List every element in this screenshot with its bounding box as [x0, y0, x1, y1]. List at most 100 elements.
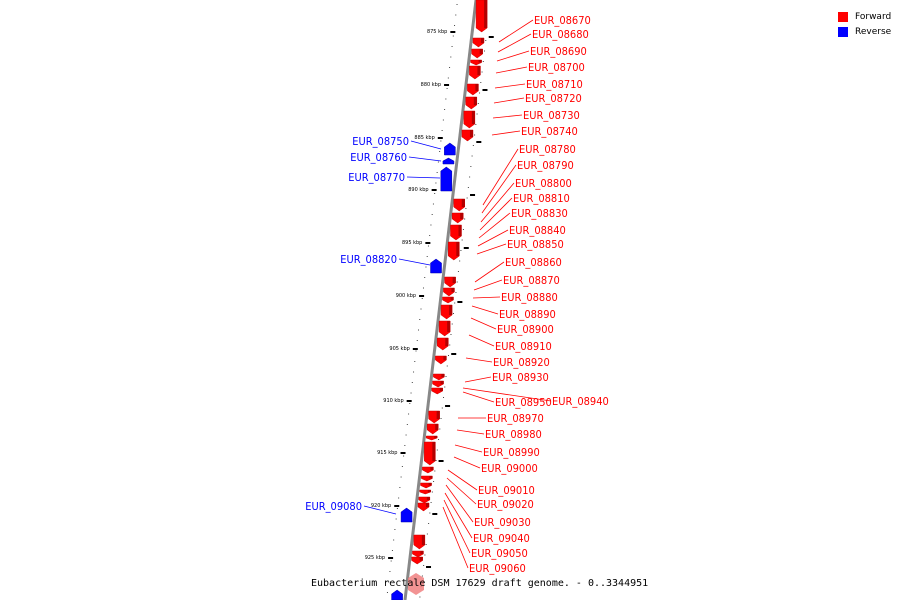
minor-tick — [433, 481, 435, 482]
tick-label: 890 kbp — [408, 187, 428, 193]
forward-gene-label[interactable]: EUR_08810 — [513, 192, 570, 205]
minor-tick — [441, 407, 443, 409]
forward-gene-leader — [478, 212, 511, 239]
minor-tick — [443, 397, 445, 398]
reverse-gene-block[interactable] — [440, 166, 453, 192]
reverse-gene-leader — [398, 258, 431, 266]
forward-gene-label[interactable]: EUR_08950 — [495, 396, 552, 409]
reverse-gene-block[interactable] — [442, 157, 455, 165]
minor-tick — [430, 224, 432, 226]
minor-tick — [462, 229, 464, 230]
tick-mark — [432, 513, 438, 515]
minor-tick — [460, 250, 462, 251]
tick-mark — [488, 36, 494, 38]
forward-gene-label[interactable]: EUR_09010 — [478, 484, 535, 497]
minor-tick — [439, 428, 441, 430]
minor-tick — [465, 208, 467, 209]
reverse-gene-block[interactable] — [430, 258, 442, 274]
minor-tick — [420, 308, 422, 310]
forward-gene-label[interactable]: EUR_08690 — [530, 45, 587, 58]
forward-gene-leader — [476, 243, 507, 255]
forward-gene-label[interactable]: EUR_08680 — [532, 28, 589, 41]
tick-label: 895 kbp — [402, 240, 422, 246]
minor-tick — [390, 560, 392, 562]
minor-tick — [474, 134, 476, 136]
forward-gene-label[interactable]: EUR_08860 — [505, 256, 562, 269]
forward-gene-label[interactable]: EUR_08700 — [528, 61, 585, 74]
forward-gene-label[interactable]: EUR_08980 — [485, 428, 542, 441]
minor-tick — [445, 98, 447, 100]
gene-shade — [475, 84, 479, 91]
minor-tick — [436, 172, 438, 173]
minor-tick — [428, 523, 430, 524]
forward-gene-label[interactable]: EUR_08790 — [517, 159, 574, 172]
forward-gene-leader — [492, 114, 523, 119]
minor-tick — [406, 424, 408, 425]
tick-mark — [426, 566, 432, 568]
gene-shade — [432, 442, 436, 461]
reverse-gene-label[interactable]: EUR_08770 — [348, 171, 405, 184]
forward-gene-label[interactable]: EUR_08940 — [552, 395, 609, 408]
forward-gene-label[interactable]: EUR_09060 — [469, 562, 526, 575]
forward-gene-leader — [462, 391, 495, 403]
minor-tick — [434, 193, 436, 194]
gene-shade — [479, 49, 483, 54]
forward-gene-label[interactable]: EUR_09050 — [471, 547, 528, 560]
forward-gene-label[interactable]: EUR_08670 — [534, 14, 591, 27]
forward-gene-label[interactable]: EUR_08930 — [492, 371, 549, 384]
forward-gene-label[interactable]: EUR_09000 — [481, 462, 538, 475]
gene-shade — [436, 411, 440, 419]
minor-tick — [485, 40, 487, 41]
legend-item-forward: Forward — [838, 9, 891, 24]
minor-tick — [389, 571, 391, 572]
minor-tick — [444, 386, 446, 388]
gene-shade — [452, 277, 456, 283]
minor-tick — [424, 554, 426, 556]
forward-gene-label[interactable]: EUR_08830 — [511, 207, 568, 220]
forward-gene-label[interactable]: EUR_08730 — [523, 109, 580, 122]
minor-tick — [470, 166, 472, 167]
reverse-gene-label[interactable]: EUR_08820 — [340, 253, 397, 266]
minor-tick — [398, 497, 400, 499]
forward-gene-label[interactable]: EUR_09040 — [473, 532, 530, 545]
forward-gene-label[interactable]: EUR_08880 — [501, 291, 558, 304]
tick-mark — [425, 242, 431, 244]
forward-gene-label[interactable]: EUR_09030 — [474, 516, 531, 529]
forward-gene-label[interactable]: EUR_08840 — [509, 224, 566, 237]
forward-gene-label[interactable]: EUR_09020 — [477, 498, 534, 511]
forward-gene-label[interactable]: EUR_08710 — [526, 78, 583, 91]
forward-gene-label[interactable]: EUR_08900 — [497, 323, 554, 336]
tick-mark — [388, 557, 394, 559]
reverse-gene-block[interactable] — [444, 142, 456, 156]
reverse-gene-label[interactable]: EUR_08760 — [350, 151, 407, 164]
gene-shade — [443, 356, 447, 360]
forward-gene-label[interactable]: EUR_08990 — [483, 446, 540, 459]
forward-gene-label[interactable]: EUR_08740 — [521, 125, 578, 138]
tick-mark — [412, 348, 418, 350]
reverse-gene-block[interactable] — [400, 507, 413, 523]
minor-tick — [435, 182, 437, 184]
tick-mark — [463, 247, 469, 249]
gene-shade — [471, 111, 475, 124]
forward-gene-label[interactable]: EUR_08850 — [507, 238, 564, 251]
minor-tick — [466, 197, 468, 199]
gene-shade — [484, 0, 488, 28]
forward-gene-label[interactable]: EUR_08720 — [525, 92, 582, 105]
gene-shade — [426, 503, 430, 507]
forward-gene-label[interactable]: EUR_08920 — [493, 356, 550, 369]
forward-gene-label[interactable]: EUR_08970 — [487, 412, 544, 425]
forward-gene-label[interactable]: EUR_08870 — [503, 274, 560, 287]
forward-gene-leader — [493, 97, 525, 104]
tick-label: 880 kbp — [421, 82, 441, 88]
forward-gene-label[interactable]: EUR_08800 — [515, 177, 572, 190]
forward-gene-label[interactable]: EUR_08780 — [519, 143, 576, 156]
minor-tick — [446, 88, 448, 89]
minor-tick — [457, 271, 459, 272]
minor-tick — [437, 161, 439, 163]
reverse-gene-label[interactable]: EUR_08750 — [352, 135, 409, 148]
reverse-gene-label[interactable]: EUR_09080 — [305, 500, 362, 513]
reverse-gene-block[interactable] — [391, 589, 403, 600]
forward-gene-label[interactable]: EUR_08890 — [499, 308, 556, 321]
minor-tick — [430, 502, 432, 503]
forward-gene-label[interactable]: EUR_08910 — [495, 340, 552, 353]
